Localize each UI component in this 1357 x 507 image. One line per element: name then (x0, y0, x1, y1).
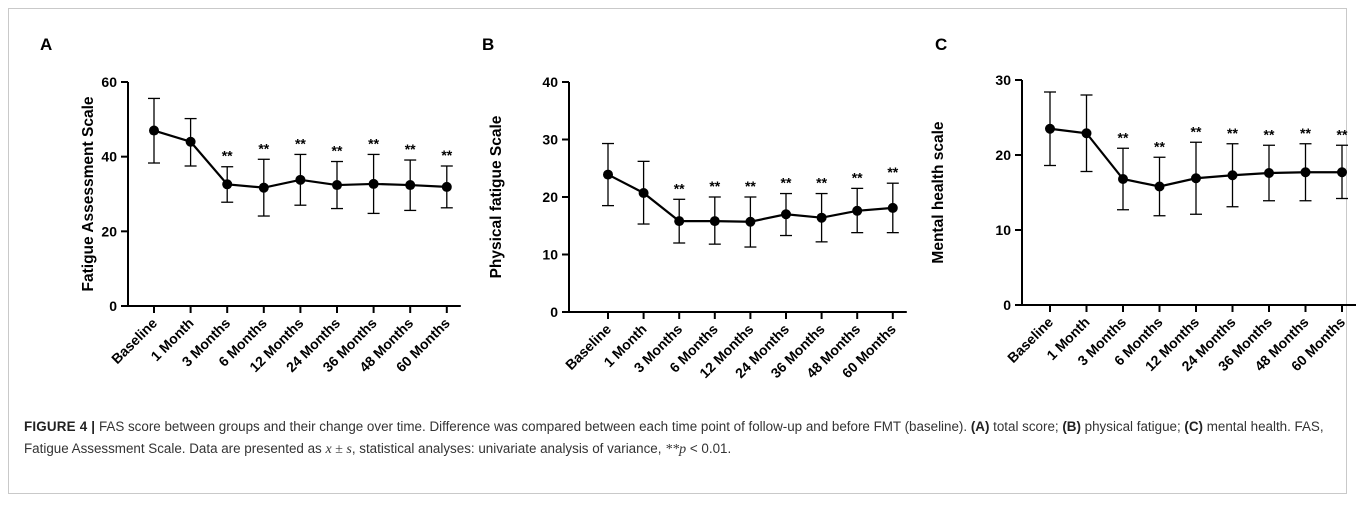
data-point (603, 169, 613, 180)
data-point (405, 180, 416, 191)
caption-ref-a: (A) (970, 419, 990, 434)
significance-marker: ** (405, 141, 416, 157)
y-tick-label: 10 (542, 247, 558, 263)
caption-text-5: , statistical analyses: univariate analy… (351, 440, 666, 456)
y-tick-label: 0 (550, 304, 558, 320)
data-point (332, 180, 342, 191)
data-point (1045, 123, 1055, 134)
significance-marker: ** (258, 140, 269, 156)
significance-marker: ** (1154, 138, 1165, 154)
significance-marker: ** (852, 169, 863, 185)
data-point (1191, 173, 1201, 184)
caption-text-3: physical fatigue; (1080, 419, 1185, 434)
y-axis-title: Mental health scale (930, 121, 947, 264)
y-tick-label: 0 (109, 298, 117, 314)
significance-marker: ** (1191, 123, 1202, 139)
data-point (1118, 174, 1128, 184)
y-tick-label: 20 (995, 147, 1011, 163)
panel-letter: A (40, 35, 52, 54)
y-tick-label: 30 (542, 132, 558, 148)
significance-marker: ** (295, 135, 306, 151)
y-axis-title: Fatigue Assessment Scale (80, 96, 97, 291)
significance-marker: ** (1227, 125, 1238, 141)
data-point (1081, 128, 1092, 139)
data-point (887, 202, 898, 213)
significance-marker: ** (709, 178, 720, 194)
y-tick-label: 0 (1003, 297, 1011, 313)
y-tick-label: 40 (101, 149, 117, 165)
significance-marker: ** (1300, 125, 1311, 141)
figure-label: FIGURE 4 | (24, 419, 96, 434)
caption-text-6: < 0.01. (686, 440, 732, 456)
caption-text-2: total score; (989, 419, 1063, 434)
data-point (295, 174, 306, 185)
y-tick-label: 40 (542, 74, 558, 90)
significance-marker: ** (674, 180, 685, 196)
significance-marker: ** (816, 175, 827, 191)
significance-marker: ** (332, 143, 343, 159)
caption-ref-b: (B) (1062, 419, 1081, 434)
data-point (368, 178, 379, 189)
significance-marker: ** (1118, 129, 1129, 145)
y-axis-title: Physical fatigue Scale (488, 115, 505, 278)
data-point (674, 216, 685, 227)
caption-text-1: FAS score between groups and their chang… (95, 419, 971, 434)
figure-caption: FIGURE 4 | FAS score between groups and … (24, 416, 1332, 460)
figure-frame (8, 8, 1347, 494)
data-point (1227, 170, 1238, 181)
data-point (258, 182, 269, 193)
caption-math-mean-sd: x ± s (325, 441, 352, 457)
significance-marker: ** (887, 164, 898, 180)
y-tick-label: 10 (995, 222, 1011, 238)
data-point (781, 209, 791, 220)
data-point (709, 216, 720, 227)
data-point (638, 187, 649, 198)
data-point (149, 125, 159, 136)
y-tick-label: 20 (101, 223, 117, 239)
data-point (441, 181, 452, 192)
data-point (745, 216, 756, 227)
significance-marker: ** (441, 147, 452, 163)
y-tick-label: 20 (542, 189, 558, 205)
data-point (1264, 168, 1274, 178)
data-point (1300, 167, 1311, 178)
significance-marker: ** (781, 175, 792, 191)
y-tick-label: 30 (995, 72, 1011, 88)
significance-marker: ** (1337, 126, 1348, 142)
panel-letter: C (935, 35, 947, 54)
significance-marker: ** (745, 178, 756, 194)
data-point (816, 212, 827, 223)
caption-text-4: mental health. FAS, Fatigue Assessment S… (24, 419, 1324, 456)
caption-ref-c: (C) (1184, 419, 1203, 434)
data-point (222, 179, 233, 190)
panel-letter: B (482, 35, 494, 54)
caption-math-p: **p (665, 441, 687, 457)
data-point (185, 136, 196, 147)
significance-marker: ** (368, 135, 379, 151)
data-point (1154, 181, 1165, 192)
significance-marker: ** (1264, 126, 1275, 142)
significance-marker: ** (222, 148, 233, 164)
data-point (1337, 167, 1347, 178)
y-tick-label: 60 (101, 74, 117, 90)
data-point (852, 205, 863, 216)
